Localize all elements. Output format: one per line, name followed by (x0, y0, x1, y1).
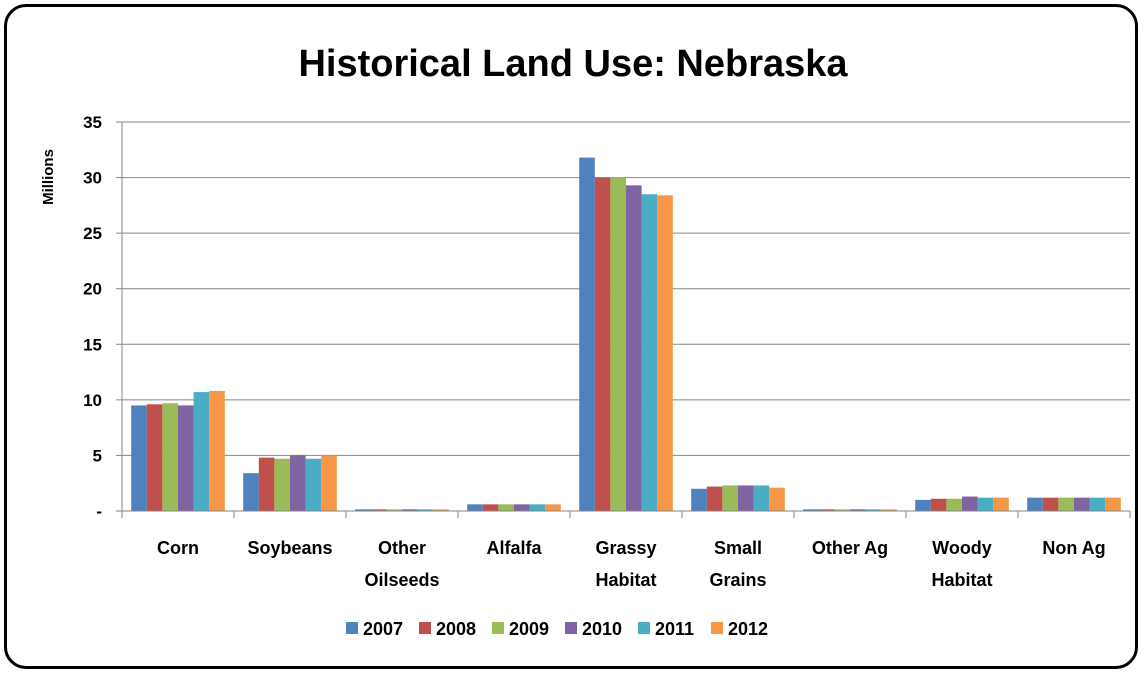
bars (131, 157, 1121, 512)
bar-2007 (243, 473, 259, 511)
x-category-label: Corn (157, 538, 199, 558)
legend-swatch-2012 (711, 622, 723, 634)
bar-2007 (131, 405, 147, 511)
bar-2012 (769, 487, 785, 511)
x-category-label: Non Ag (1042, 538, 1105, 558)
x-category-label: Alfalfa (486, 538, 542, 558)
category-labels: Corn Soybeans Other Oilseeds Alfalfa Grassy Ha… (157, 538, 1106, 590)
x-category-label: Grassy Habitat (595, 538, 656, 590)
bar-2012 (545, 504, 561, 511)
y-axis-ticks: - 5 10 15 20 25 30 35 (83, 113, 123, 521)
bar-2011 (641, 194, 658, 511)
bar-2007 (1027, 497, 1043, 511)
chart-title: Historical Land Use: Nebraska (298, 43, 848, 85)
bar-2009 (722, 485, 738, 511)
bar-2009 (834, 509, 850, 511)
bar-2012 (993, 497, 1009, 511)
bar-2011 (193, 392, 210, 511)
bar-2007 (579, 157, 595, 511)
y-tick-label: 25 (83, 224, 102, 243)
bar-2010 (962, 496, 978, 511)
legend-swatch-2007 (346, 622, 358, 634)
bar-2009 (610, 177, 626, 512)
y-tick-label: 20 (83, 280, 102, 299)
bar-2010 (178, 405, 194, 511)
y-tick-label: 30 (83, 169, 102, 188)
legend-label-2010: 2010 (582, 619, 622, 639)
bar-2008 (706, 486, 723, 511)
bar-2012 (881, 509, 897, 511)
bar-2007 (803, 509, 819, 511)
bar-2008 (930, 498, 947, 511)
y-tick-label: 35 (83, 113, 102, 132)
bar-2012 (1105, 497, 1121, 511)
legend-label-2008: 2008 (436, 619, 476, 639)
x-category-label: Woody Habitat (931, 538, 992, 590)
x-category-label: Small Grains (709, 538, 766, 590)
bar-2007 (915, 499, 931, 511)
legend-label-2012: 2012 (728, 619, 768, 639)
bar-2008 (146, 404, 163, 511)
bar-2010 (626, 185, 642, 511)
bar-2009 (274, 458, 290, 511)
bar-2009 (386, 509, 402, 511)
bar-2011 (305, 458, 322, 511)
bar-2012 (209, 390, 225, 511)
bar-2010 (1074, 497, 1090, 511)
x-category-label: Other Oilseeds (364, 538, 439, 590)
bar-2008 (1042, 497, 1059, 511)
legend-label-2007: 2007 (363, 619, 403, 639)
bar-2010 (514, 504, 530, 511)
x-category-label: Soybeans (247, 538, 332, 558)
bar-2008 (594, 177, 611, 512)
y-tick-label: 10 (83, 391, 102, 410)
bar-2012 (657, 195, 673, 511)
legend-swatch-2009 (492, 622, 504, 634)
bar-2011 (417, 509, 434, 511)
bar-2011 (865, 509, 882, 511)
bar-2009 (1058, 497, 1074, 511)
legend-swatch-2011 (638, 622, 650, 634)
legend-swatch-2010 (565, 622, 577, 634)
bar-2007 (355, 509, 371, 511)
bar-2011 (977, 497, 994, 511)
bar-2011 (753, 485, 770, 511)
bar-2008 (370, 509, 387, 511)
bar-2010 (402, 509, 418, 511)
x-axis (121, 510, 1131, 518)
legend: 2007 2008 2009 2010 2011 2012 (346, 619, 768, 639)
y-tick-label: - (96, 502, 102, 521)
bar-2011 (1089, 497, 1106, 511)
bar-2009 (946, 498, 962, 511)
bar-2009 (162, 403, 178, 511)
x-category-label: Other Ag (812, 538, 888, 558)
y-axis-label: Millions (40, 149, 57, 205)
bar-2010 (850, 509, 866, 511)
legend-label-2011: 2011 (655, 619, 694, 639)
y-tick-label: 15 (83, 335, 102, 354)
bar-2012 (321, 455, 337, 511)
bar-2011 (529, 504, 546, 511)
bar-2008 (482, 504, 499, 511)
legend-label-2009: 2009 (509, 619, 549, 639)
legend-swatch-2008 (419, 622, 431, 634)
bar-2007 (691, 488, 707, 511)
bar-2010 (290, 455, 306, 511)
bar-2008 (258, 457, 275, 511)
bar-2010 (738, 485, 754, 511)
bar-2012 (433, 509, 449, 511)
y-tick-label: 5 (93, 446, 102, 465)
bar-2007 (467, 504, 483, 511)
bar-2008 (818, 509, 835, 511)
bar-2009 (498, 504, 514, 511)
chart-frame (4, 4, 1138, 669)
